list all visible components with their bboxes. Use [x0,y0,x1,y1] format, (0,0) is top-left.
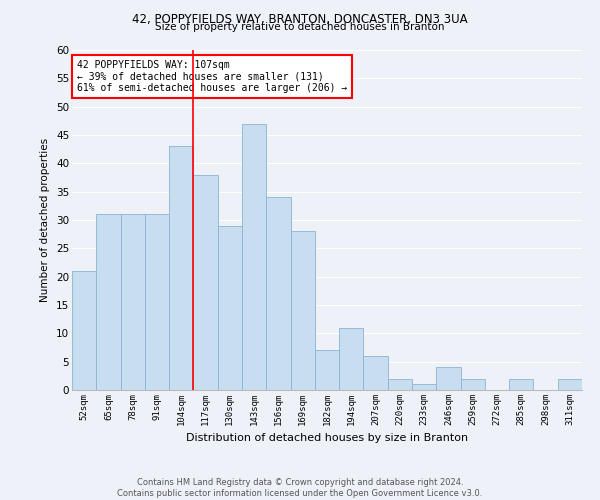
Bar [436,368,461,390]
Bar [339,328,364,390]
Bar [193,174,218,390]
Bar [461,378,485,390]
Bar [388,378,412,390]
Bar [558,378,582,390]
Text: Size of property relative to detached houses in Branton: Size of property relative to detached ho… [155,22,445,32]
Text: 42 POPPYFIELDS WAY: 107sqm
← 39% of detached houses are smaller (131)
61% of sem: 42 POPPYFIELDS WAY: 107sqm ← 39% of deta… [77,60,347,94]
Bar [509,378,533,390]
Text: Contains HM Land Registry data © Crown copyright and database right 2024.
Contai: Contains HM Land Registry data © Crown c… [118,478,482,498]
Bar [364,356,388,390]
Bar [96,214,121,390]
Bar [290,232,315,390]
Bar [412,384,436,390]
X-axis label: Distribution of detached houses by size in Branton: Distribution of detached houses by size … [186,434,468,444]
Bar [145,214,169,390]
Y-axis label: Number of detached properties: Number of detached properties [40,138,50,302]
Bar [242,124,266,390]
Bar [121,214,145,390]
Text: 42, POPPYFIELDS WAY, BRANTON, DONCASTER, DN3 3UA: 42, POPPYFIELDS WAY, BRANTON, DONCASTER,… [132,12,468,26]
Bar [169,146,193,390]
Bar [218,226,242,390]
Bar [315,350,339,390]
Bar [72,271,96,390]
Bar [266,198,290,390]
